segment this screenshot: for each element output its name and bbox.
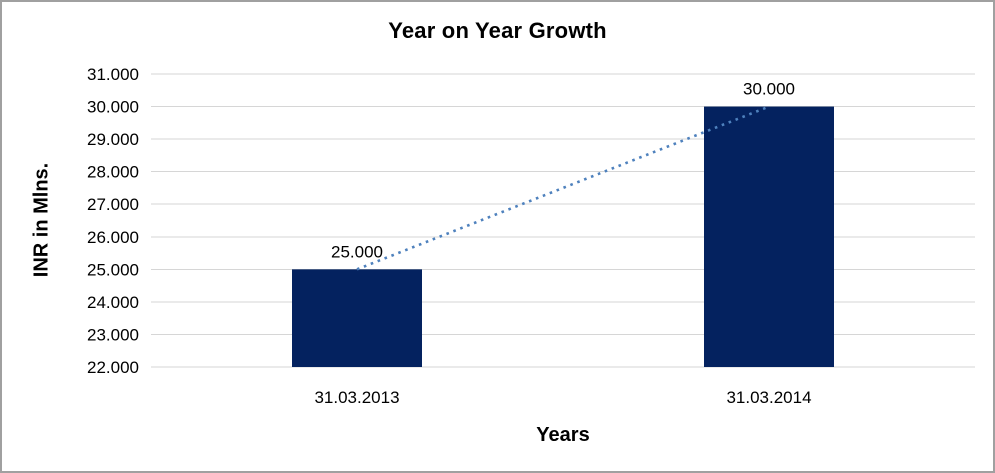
x-category-label: 31.03.2013: [314, 388, 399, 407]
chart-title: Year on Year Growth: [388, 18, 607, 43]
y-tick-label: 29.000: [87, 130, 139, 149]
y-tick-label: 24.000: [87, 293, 139, 312]
y-tick-label: 26.000: [87, 228, 139, 247]
y-tick-label: 28.000: [87, 163, 139, 182]
y-tick-label: 25.000: [87, 260, 139, 279]
bar-value-label: 30.000: [743, 80, 795, 99]
bar: [292, 269, 422, 367]
y-tick-label: 23.000: [87, 325, 139, 344]
y-tick-label: 22.000: [87, 358, 139, 377]
bar-value-label: 25.000: [331, 242, 383, 261]
y-tick-label: 31.000: [87, 65, 139, 84]
y-tick-label: 30.000: [87, 98, 139, 117]
bar: [704, 106, 834, 368]
x-category-label: 31.03.2014: [726, 388, 811, 407]
x-axis-title: Years: [536, 424, 590, 446]
y-tick-label: 27.000: [87, 195, 139, 214]
